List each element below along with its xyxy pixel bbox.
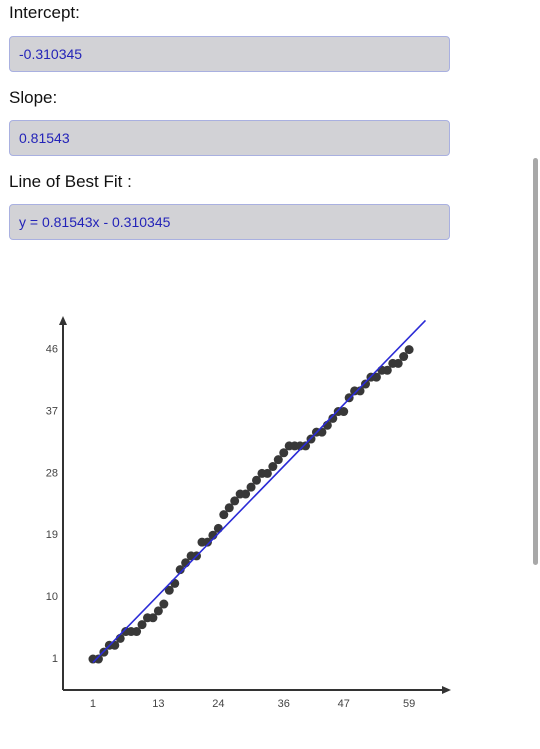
text-field[interactable]: 0.81543: [9, 120, 450, 156]
scatter-point: [252, 475, 261, 485]
scatter-point: [230, 496, 240, 506]
text-field[interactable]: y = 0.81543x - 0.310345: [9, 204, 450, 240]
y-tick-label: 1: [52, 653, 58, 665]
scatter-point: [246, 482, 256, 492]
scatter-point: [328, 413, 338, 423]
text-field[interactable]: -0.310345: [9, 36, 450, 72]
field-value: 0.81543: [19, 130, 70, 146]
scatter-point: [159, 599, 169, 609]
scatter-point: [301, 441, 311, 451]
scatter-point: [399, 352, 409, 362]
y-axis-arrow: [59, 316, 67, 325]
field-value: -0.310345: [19, 46, 83, 62]
scatter-point: [393, 358, 403, 368]
x-tick-label: 47: [338, 698, 350, 710]
scatter-point: [361, 379, 371, 389]
scatter-point: [175, 565, 185, 575]
scatter-point: [382, 365, 392, 375]
scatter-point: [148, 613, 158, 623]
scatter-point: [262, 468, 272, 478]
y-tick-label: 10: [46, 591, 58, 603]
scatter-point: [132, 627, 142, 637]
scatter-point: [268, 462, 278, 472]
scatter-point: [224, 503, 234, 513]
field-label: Line of Best Fit :: [9, 172, 132, 191]
scatter-point: [153, 606, 163, 616]
y-tick-label: 19: [46, 529, 58, 541]
scatter-point: [339, 407, 349, 417]
field-label: Slope:: [9, 88, 58, 107]
x-tick-label: 13: [152, 698, 164, 710]
field-label: Intercept:: [9, 3, 80, 22]
scatter-point: [170, 578, 180, 588]
scatter-point: [93, 654, 103, 664]
scatter-point: [213, 523, 223, 533]
scatter-point: [355, 386, 365, 396]
y-tick-label: 46: [46, 344, 58, 356]
x-tick-label: 36: [278, 698, 290, 710]
field-value: y = 0.81543x - 0.310345: [19, 214, 171, 230]
scatter-point: [404, 345, 414, 355]
x-axis-arrow: [442, 686, 451, 694]
scatter-point: [137, 620, 147, 630]
x-tick-label: 1: [90, 698, 96, 710]
scatter-point: [164, 585, 174, 595]
scatter-point: [371, 372, 381, 382]
scatter-point: [202, 537, 212, 547]
y-tick-label: 37: [46, 405, 58, 417]
scatter-point: [241, 489, 251, 499]
scrollbar[interactable]: [533, 158, 538, 565]
scatter-point: [219, 510, 229, 520]
scatter-point: [273, 455, 283, 465]
fit-line: [92, 319, 427, 664]
x-tick-label: 59: [403, 698, 415, 710]
x-tick-label: 24: [212, 698, 224, 710]
scatter-point: [279, 448, 289, 458]
y-tick-label: 28: [46, 467, 58, 479]
